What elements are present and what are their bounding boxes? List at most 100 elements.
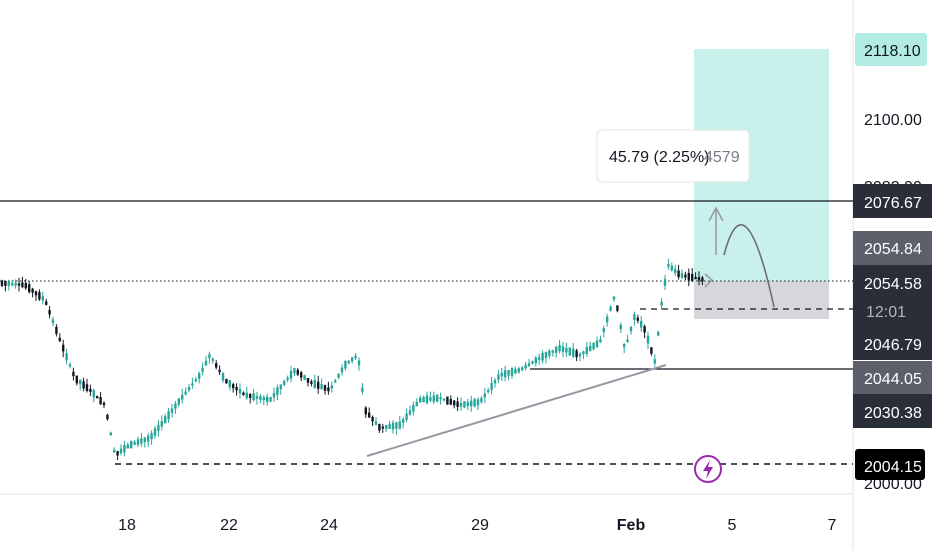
candle-body bbox=[181, 394, 184, 400]
candle-body bbox=[184, 391, 187, 395]
candle-body bbox=[575, 350, 578, 358]
candle-body bbox=[565, 348, 568, 353]
candle-body bbox=[296, 369, 299, 375]
candle-body bbox=[510, 368, 514, 376]
candle-body bbox=[119, 448, 123, 454]
candle-body bbox=[578, 353, 582, 357]
candle-body bbox=[531, 361, 534, 364]
candle-body bbox=[99, 397, 102, 405]
candle-body bbox=[242, 392, 245, 396]
candle-body bbox=[629, 326, 633, 332]
candle-body bbox=[133, 441, 136, 445]
candle-body bbox=[51, 319, 55, 324]
support-price-tag[interactable] bbox=[855, 449, 925, 480]
candle-body bbox=[616, 305, 619, 311]
candle-body bbox=[640, 321, 643, 328]
stop-zone[interactable] bbox=[694, 281, 829, 319]
candle-body bbox=[48, 310, 51, 315]
candle-body bbox=[204, 360, 208, 366]
price-tick-2100: 2100.00 bbox=[864, 112, 922, 129]
candle-body bbox=[473, 399, 476, 407]
candle-body bbox=[551, 350, 554, 353]
candle-body bbox=[177, 398, 180, 405]
time-tick-29: 29 bbox=[471, 517, 489, 534]
candle-body bbox=[92, 390, 95, 398]
candle-body bbox=[34, 291, 38, 296]
candle-body bbox=[130, 440, 133, 449]
candle-body bbox=[198, 373, 201, 379]
candle-body bbox=[425, 395, 429, 404]
candle-body bbox=[439, 397, 442, 400]
candle-body bbox=[7, 281, 10, 286]
candle-body bbox=[643, 326, 646, 333]
candle-body bbox=[147, 435, 150, 442]
candle-body bbox=[4, 280, 7, 286]
candle-body bbox=[660, 301, 663, 306]
high-price-value: 2054.84 bbox=[864, 241, 922, 258]
candle-body bbox=[701, 277, 704, 282]
candle-body bbox=[62, 344, 65, 352]
candle-body bbox=[167, 411, 170, 420]
stop-price-tag[interactable] bbox=[853, 394, 932, 428]
candle-body bbox=[116, 451, 119, 456]
candle-body bbox=[89, 388, 92, 392]
candle-body bbox=[235, 387, 238, 391]
last-price-tag[interactable] bbox=[853, 265, 932, 327]
time-tick-7: 7 bbox=[828, 517, 837, 534]
high-price-tag[interactable] bbox=[853, 231, 932, 265]
candle-body bbox=[347, 360, 350, 364]
candle-body bbox=[395, 422, 398, 429]
candle-body bbox=[555, 346, 558, 353]
candle-body bbox=[58, 337, 61, 342]
candle-body bbox=[164, 416, 167, 424]
candle-body bbox=[289, 370, 293, 379]
candle-body bbox=[391, 422, 395, 430]
resistance-price-tag[interactable] bbox=[853, 184, 932, 218]
candle-body bbox=[544, 352, 548, 358]
candle-body bbox=[293, 368, 296, 374]
candle-body bbox=[650, 347, 653, 354]
candle-body bbox=[691, 273, 694, 281]
candle-body bbox=[334, 380, 337, 383]
candle-body bbox=[677, 270, 680, 278]
time-tick-feb: Feb bbox=[617, 517, 646, 534]
candle-body bbox=[466, 401, 469, 406]
trendline[interactable] bbox=[366, 364, 667, 457]
candle-body bbox=[436, 394, 439, 402]
candle-body bbox=[170, 408, 174, 413]
candle-body bbox=[38, 292, 41, 300]
candle-body bbox=[191, 383, 194, 386]
stop-price-value: 2030.38 bbox=[864, 405, 922, 422]
candle-body bbox=[490, 382, 493, 390]
candle-body bbox=[354, 355, 357, 359]
candle-body bbox=[663, 279, 667, 286]
low-price-value: 2046.79 bbox=[864, 337, 922, 354]
candle-body bbox=[657, 331, 660, 336]
candle-body bbox=[279, 384, 282, 390]
candle-body bbox=[228, 380, 231, 388]
low-price-tag[interactable] bbox=[853, 327, 932, 360]
candle-body bbox=[402, 419, 405, 423]
candle-body bbox=[633, 314, 636, 321]
candle-body bbox=[344, 360, 347, 369]
candle-body bbox=[221, 372, 225, 381]
candle-body bbox=[507, 370, 510, 376]
candle-body bbox=[599, 339, 602, 343]
candle-body bbox=[463, 401, 466, 408]
candle-body bbox=[276, 387, 279, 395]
candle-body bbox=[361, 387, 364, 392]
candle-body bbox=[517, 368, 520, 373]
candle-body bbox=[41, 296, 44, 301]
candle-body bbox=[232, 384, 235, 389]
candle-body bbox=[480, 398, 483, 403]
candle-body bbox=[136, 439, 140, 446]
candle-body bbox=[150, 433, 153, 440]
candle-body bbox=[449, 399, 452, 405]
candle-body bbox=[283, 380, 286, 385]
candle-body bbox=[500, 372, 503, 377]
candle-body bbox=[303, 375, 306, 381]
entry-price-tag[interactable] bbox=[853, 361, 932, 394]
candle-body bbox=[113, 449, 116, 453]
target-price-tag[interactable] bbox=[855, 33, 927, 66]
